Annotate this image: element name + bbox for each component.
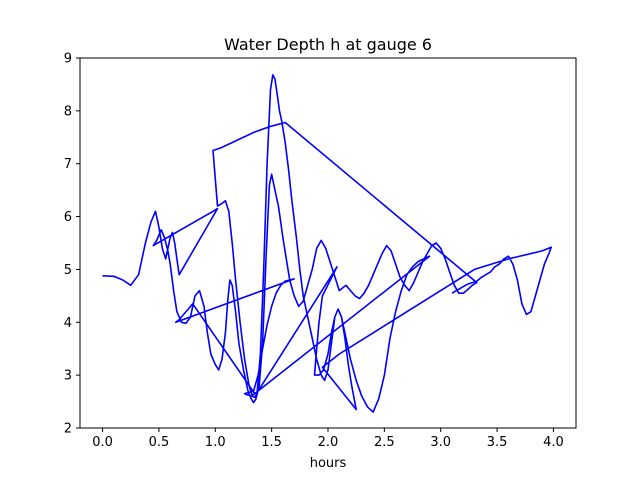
y-tick-label: 5 <box>64 263 72 278</box>
y-tick-label: 2 <box>64 422 72 437</box>
x-tick-label: 4.0 <box>543 435 564 450</box>
chart-title: Water Depth h at gauge 6 <box>224 35 432 54</box>
x-tick-label: 0.5 <box>149 435 170 450</box>
x-tick-label: 1.0 <box>205 435 226 450</box>
x-tick-label: 0.0 <box>92 435 113 450</box>
series-line <box>102 74 553 413</box>
y-tick-label: 4 <box>64 316 72 331</box>
x-tick-label: 1.5 <box>261 435 282 450</box>
y-tick-label: 8 <box>64 104 72 119</box>
x-axis-label: hours <box>310 456 347 471</box>
x-tick-label: 3.0 <box>430 435 451 450</box>
y-tick-label: 3 <box>64 369 72 384</box>
x-tick-label: 2.5 <box>374 435 395 450</box>
y-tick-label: 6 <box>64 210 72 225</box>
y-tick-label: 7 <box>64 157 72 172</box>
y-tick-label: 9 <box>64 52 72 67</box>
x-tick-label: 2.0 <box>318 435 339 450</box>
x-tick-label: 3.5 <box>487 435 508 450</box>
